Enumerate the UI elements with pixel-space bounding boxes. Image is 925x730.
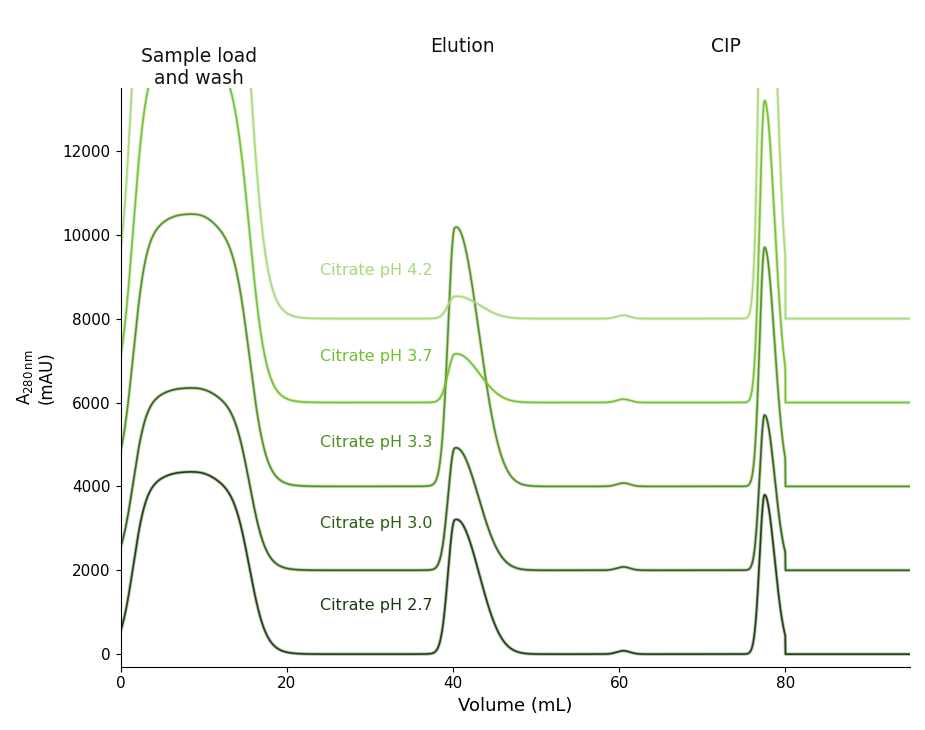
Text: Citrate pH 3.0: Citrate pH 3.0 [320, 516, 433, 531]
Text: Elution: Elution [430, 36, 495, 55]
X-axis label: Volume (mL): Volume (mL) [458, 697, 573, 715]
Y-axis label: A$_{{280\,\mathrm{{nm}}}}$
(mAU): A$_{{280\,\mathrm{{nm}}}}$ (mAU) [15, 350, 56, 405]
Text: Citrate pH 3.7: Citrate pH 3.7 [320, 349, 433, 364]
Text: Citrate pH 4.2: Citrate pH 4.2 [320, 263, 433, 277]
Text: Sample load
and wash: Sample load and wash [141, 47, 257, 88]
Text: Citrate pH 2.7: Citrate pH 2.7 [320, 598, 433, 613]
Text: Citrate pH 3.3: Citrate pH 3.3 [320, 434, 432, 450]
Text: CIP: CIP [711, 36, 741, 55]
